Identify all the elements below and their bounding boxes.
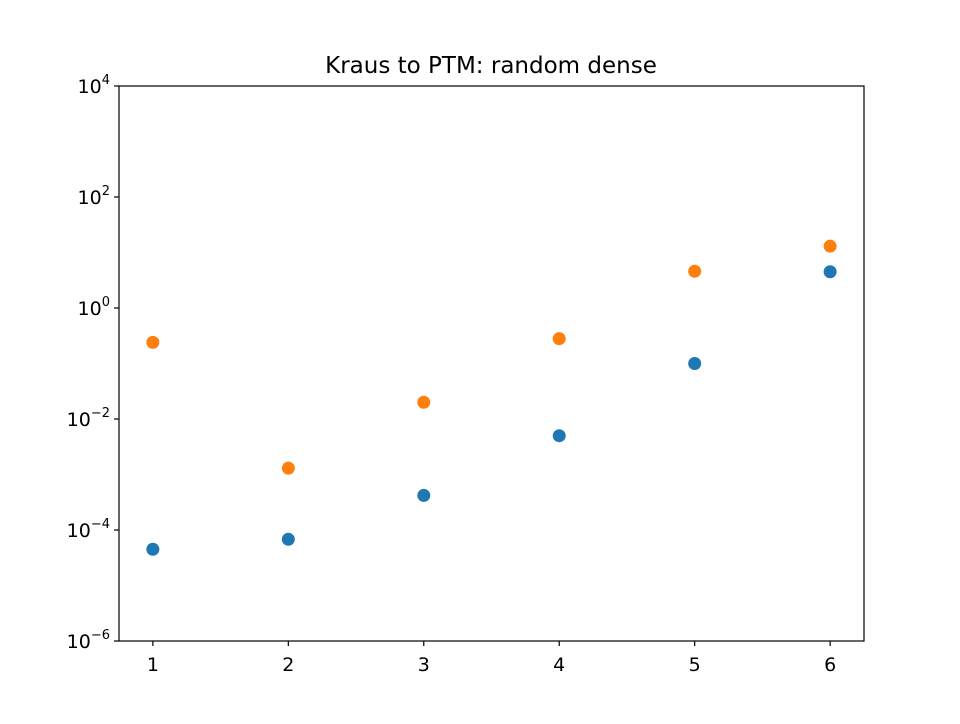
y-tick-exponent: −2 (91, 406, 110, 421)
y-tick-base: 10 (67, 631, 91, 653)
chart-title: Kraus to PTM: random dense (325, 53, 657, 79)
data-point (823, 239, 837, 253)
y-tick-exponent: −4 (91, 517, 110, 532)
y-tick-base: 10 (78, 187, 102, 209)
data-point (417, 488, 431, 502)
y-tick-base: 10 (78, 76, 102, 98)
data-point (552, 332, 566, 346)
y-tick-exponent: 4 (102, 73, 110, 88)
x-tick-label: 3 (418, 654, 430, 676)
data-point (281, 461, 295, 475)
x-tick-label: 4 (553, 654, 565, 676)
y-tick-label: 10−6 (67, 628, 110, 653)
y-tick-label: 102 (78, 184, 110, 209)
y-tick-label: 100 (78, 295, 110, 320)
data-point (281, 532, 295, 546)
axes-frame (118, 85, 865, 642)
y-tick-exponent: 2 (102, 184, 110, 199)
y-tick-exponent: −6 (91, 628, 110, 643)
y-tick-exponent: 0 (102, 295, 110, 310)
series-2 (146, 239, 837, 475)
y-tick-base: 10 (67, 409, 91, 431)
data-point (688, 357, 702, 370)
x-tick-label: 2 (282, 654, 294, 676)
data-point (552, 429, 566, 443)
y-tick-label: 104 (78, 73, 110, 98)
data-point (417, 395, 431, 409)
x-tick-label: 5 (689, 654, 701, 676)
y-tick-label: 10−2 (67, 406, 110, 431)
data-point (823, 265, 837, 279)
data-point (146, 542, 160, 556)
y-tick-base: 10 (67, 520, 91, 542)
x-tick-label: 6 (824, 654, 836, 676)
x-tick-label: 1 (147, 654, 159, 676)
data-point (688, 264, 702, 278)
data-point (146, 335, 160, 349)
y-tick-base: 10 (78, 298, 102, 320)
series-1 (146, 265, 837, 556)
y-tick-label: 10−4 (67, 517, 110, 542)
